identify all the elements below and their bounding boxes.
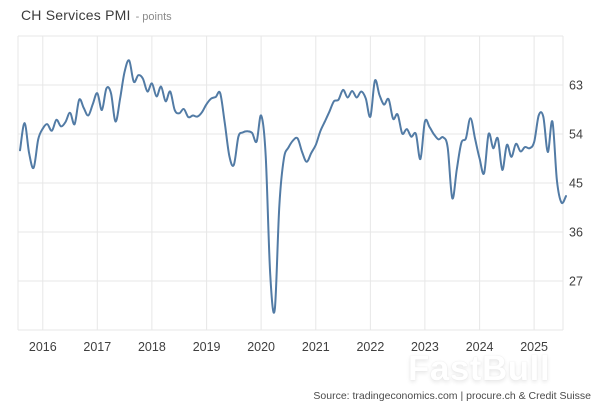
x-tick-label: 2020 — [247, 340, 275, 354]
chart-title-unit: - points — [135, 11, 172, 23]
y-tick-label: 63 — [569, 79, 583, 93]
x-tick-label: 2017 — [83, 340, 111, 354]
y-tick-label: 45 — [569, 177, 583, 191]
x-tick-label: 2016 — [29, 340, 57, 354]
x-tick-label: 2018 — [138, 340, 166, 354]
pmi-data-line — [19, 59, 567, 314]
watermark-logo: FastBull — [408, 349, 551, 388]
chart-title-text: CH Services PMI — [21, 7, 131, 23]
x-tick-label: 2024 — [466, 340, 494, 354]
y-tick-label: 54 — [569, 128, 583, 142]
y-tick-label: 27 — [569, 275, 583, 289]
y-tick-label: 36 — [569, 226, 583, 240]
x-tick-label: 2022 — [356, 340, 384, 354]
chart-title: CH Services PMI - points — [21, 7, 172, 25]
x-tick-label: 2021 — [302, 340, 330, 354]
source-attribution: Source: tradingeconomics.com | procure.c… — [313, 390, 591, 402]
x-tick-label: 2025 — [520, 340, 548, 354]
x-tick-label: 2023 — [411, 340, 439, 354]
x-tick-label: 2019 — [193, 340, 221, 354]
